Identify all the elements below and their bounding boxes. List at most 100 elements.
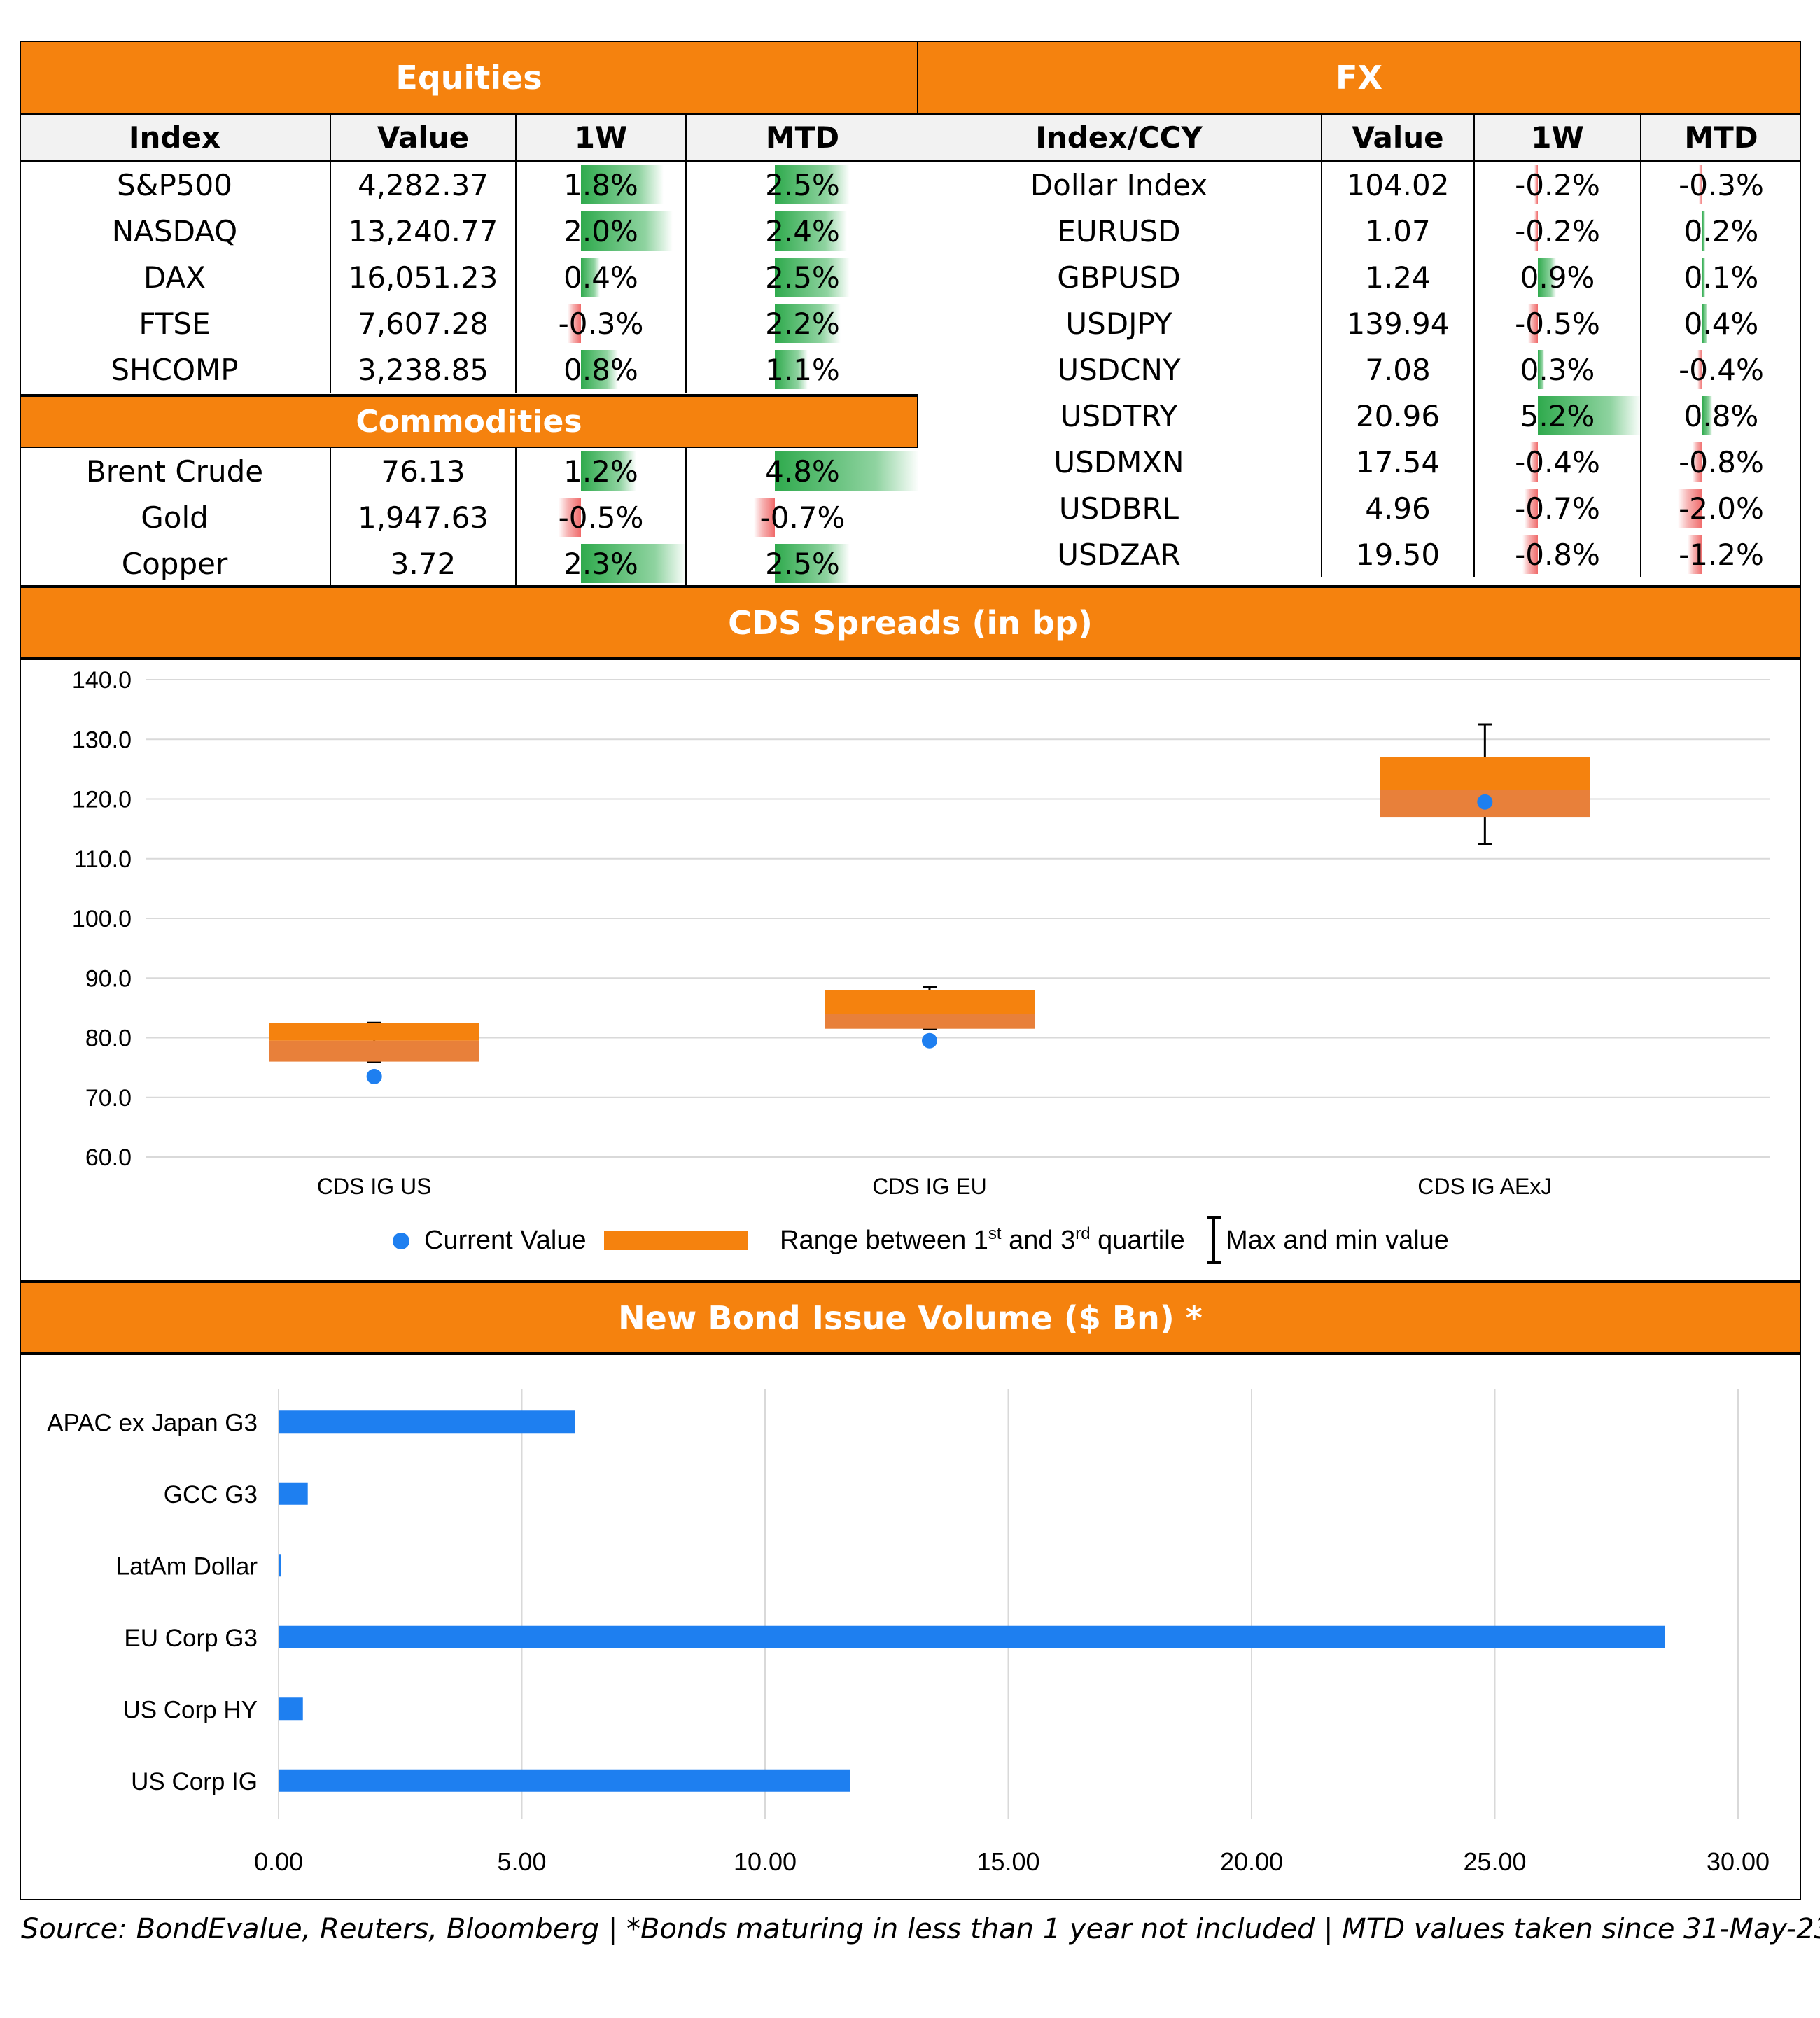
box-upper (1380, 757, 1590, 790)
row-name: Copper (20, 540, 331, 587)
table-row: SHCOMP 3,238.85 0.8% 1.1% (20, 346, 918, 393)
row-mtd-text: -0.3% (1679, 167, 1764, 202)
x-tick-label: 15.00 (976, 1847, 1040, 1876)
databar-1w (581, 350, 618, 389)
x-tick-label: 0.00 (254, 1847, 303, 1876)
row-value-text: 7,607.28 (357, 306, 489, 341)
row-1w: 0.3% (1474, 346, 1642, 393)
row-mtd: -2.0% (1641, 485, 1801, 531)
databar-mtd (775, 350, 808, 389)
cds-chart-frame (20, 659, 1801, 1282)
row-mtd-text: 2.5% (765, 546, 840, 581)
row-name-text: USDBRL (1058, 491, 1180, 526)
row-1w-text: 1.8% (564, 167, 638, 202)
databar-mtd (775, 304, 841, 343)
databar-1w (1538, 258, 1556, 297)
legend-current-label: Current Value (424, 1226, 587, 1255)
row-name-text: S&P500 (117, 167, 232, 202)
databar-1w (1522, 535, 1539, 574)
row-1w: 0.8% (516, 346, 687, 393)
y-tick-label: 100.0 (72, 906, 132, 932)
table-row: USDCNY 7.08 0.3% -0.4% (917, 346, 1801, 393)
databar-mtd (1697, 350, 1702, 389)
row-value: 3.72 (330, 540, 517, 587)
row-1w: 2.0% (516, 208, 687, 254)
databar-mtd (775, 211, 848, 251)
current-value-point (366, 1068, 382, 1084)
current-value-point (1477, 794, 1493, 810)
commodities-table: Brent Crude 76.13 1.2% 4.8% Gold 1,947.63 -0.5… (20, 448, 918, 587)
row-value: 3,238.85 (330, 346, 517, 393)
row-name: USDMXN (917, 439, 1322, 485)
col-header-mtd: MTD (1641, 115, 1801, 162)
row-value: 1,947.63 (330, 494, 517, 540)
box-lower (269, 1040, 479, 1062)
row-mtd-text: -0.4% (1679, 352, 1764, 387)
row-1w: 5.2% (1474, 393, 1642, 439)
col-header-index-ccy: Index/CCY (917, 115, 1322, 162)
legend-range-part: quartile (1091, 1226, 1185, 1255)
row-1w-text: -0.5% (558, 500, 644, 535)
row-1w-text: 0.3% (1520, 352, 1595, 387)
row-1w: 0.4% (516, 254, 687, 300)
row-1w-text: -0.5% (1515, 306, 1600, 341)
row-mtd: 0.1% (1641, 254, 1801, 300)
y-category-label: LatAm Dollar (116, 1553, 258, 1580)
col-header-mtd: MTD (686, 115, 918, 162)
row-mtd: -0.3% (1641, 161, 1801, 209)
row-mtd-text: 0.8% (1684, 398, 1759, 433)
col-header-value: Value (330, 115, 517, 162)
fx-table: Index/CCY Value 1W MTD Dollar Index 104.0… (917, 115, 1801, 577)
row-1w: -0.3% (516, 300, 687, 346)
row-name-text: USDJPY (1065, 306, 1172, 341)
y-tick-label: 70.0 (85, 1085, 132, 1112)
row-name-text: EURUSD (1057, 213, 1181, 248)
row-value-text: 4,282.37 (357, 167, 489, 202)
row-mtd-text: 2.4% (765, 213, 840, 248)
row-name: USDJPY (917, 300, 1322, 346)
row-1w: -0.8% (1474, 531, 1642, 577)
y-tick-label: 140.0 (72, 667, 132, 694)
row-value-text: 104.02 (1346, 167, 1450, 202)
row-value: 19.50 (1322, 531, 1475, 577)
row-mtd-text: 0.2% (1684, 213, 1759, 248)
row-mtd-text: 1.1% (765, 352, 840, 387)
row-name: USDZAR (917, 531, 1322, 577)
row-value-text: 13,240.77 (348, 213, 498, 248)
row-value: 16,051.23 (330, 254, 517, 300)
row-1w-text: 0.4% (564, 260, 638, 295)
row-value-text: 3,238.85 (357, 352, 489, 387)
row-value: 76.13 (330, 448, 517, 494)
row-value-text: 16,051.23 (348, 260, 498, 295)
x-tick-label: 5.00 (497, 1847, 546, 1876)
row-mtd-text: 4.8% (765, 454, 840, 489)
col-header-value: Value (1322, 115, 1475, 162)
databar-mtd (1677, 489, 1702, 528)
y-tick-label: 90.0 (85, 965, 132, 992)
legend-range-part: rd (1075, 1224, 1090, 1243)
eq-com-divider (20, 394, 918, 396)
row-name-text: FTSE (139, 306, 211, 341)
databar-mtd (1702, 304, 1708, 343)
row-name: SHCOMP (20, 346, 331, 393)
table-row: DAX 16,051.23 0.4% 2.5% (20, 254, 918, 300)
source-footnote: Source: BondEvalue, Reuters, Bloomberg |… (21, 1913, 1820, 1945)
y-category-label: US Corp HY (122, 1696, 258, 1723)
row-name-text: Dollar Index (1030, 167, 1208, 202)
table-row: FTSE 7,607.28 -0.3% 2.2% (20, 300, 918, 346)
equities-header: Equities (20, 41, 918, 115)
table-row: USDTRY 20.96 5.2% 0.8% (917, 393, 1801, 439)
databar-1w (581, 451, 636, 491)
y-tick-label: 60.0 (85, 1144, 132, 1171)
legend-maxmin-label: Max and min value (1226, 1226, 1449, 1255)
row-mtd-text: 2.2% (765, 306, 840, 341)
row-name-text: NASDAQ (111, 213, 238, 248)
databar-mtd (1702, 258, 1706, 297)
table-row: Dollar Index 104.02 -0.2% -0.3% (917, 160, 1801, 209)
row-value-text: 17.54 (1355, 444, 1441, 479)
row-mtd: 2.5% (686, 161, 918, 209)
row-value: 1.24 (1322, 254, 1475, 300)
bonds-chart: 0.00 5.00 10.00 15.00 20.00 25.00 30.00 APAC ex… (47, 1389, 1770, 1876)
table-row: Brent Crude 76.13 1.2% 4.8% (20, 448, 918, 494)
databar-mtd (775, 258, 850, 297)
